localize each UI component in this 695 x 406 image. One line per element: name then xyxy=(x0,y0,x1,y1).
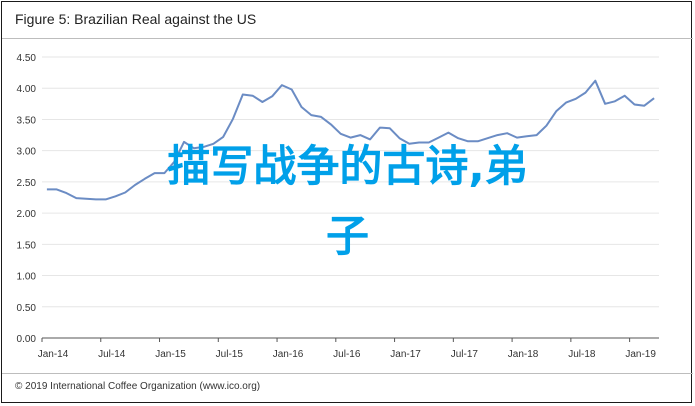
y-tick-label: 4.50 xyxy=(17,53,37,64)
x-tick-label: Jan-19 xyxy=(625,349,656,360)
series-line xyxy=(46,79,655,201)
footer-divider xyxy=(2,373,693,374)
x-tick-label: Jan-16 xyxy=(273,349,304,360)
x-tick-label: Jul-14 xyxy=(98,349,126,360)
y-tick-label: 0.50 xyxy=(17,303,37,314)
copyright-footer: © 2019 International Coffee Organization… xyxy=(15,381,261,392)
title-divider xyxy=(2,38,693,39)
x-tick-label: Jul-18 xyxy=(568,349,596,360)
x-tick-label: Jan-18 xyxy=(508,349,539,360)
x-tick-label: Jul-15 xyxy=(216,349,244,360)
x-tick-label: Jan-15 xyxy=(155,349,186,360)
overlay-text-line-1: 描写战争的古诗,弟 xyxy=(167,142,528,192)
y-tick-label: 3.50 xyxy=(17,115,37,126)
x-tick-label: Jan-14 xyxy=(38,349,69,360)
y-tick-label: 0.00 xyxy=(17,334,37,345)
x-tick-label: Jul-17 xyxy=(451,349,479,360)
y-tick-label: 1.50 xyxy=(17,240,37,251)
y-tick-label: 2.00 xyxy=(17,209,37,220)
y-tick-label: 3.00 xyxy=(17,147,37,158)
y-tick-label: 1.00 xyxy=(17,272,37,283)
y-tick-label: 4.00 xyxy=(17,84,37,95)
overlay-text-line-2: 子 xyxy=(326,212,369,262)
x-tick-label: Jan-17 xyxy=(390,349,421,360)
x-tick-label: Jul-16 xyxy=(333,349,361,360)
y-tick-label: 2.50 xyxy=(17,178,37,189)
chart-title: Figure 5: Brazilian Real against the US xyxy=(15,11,257,27)
